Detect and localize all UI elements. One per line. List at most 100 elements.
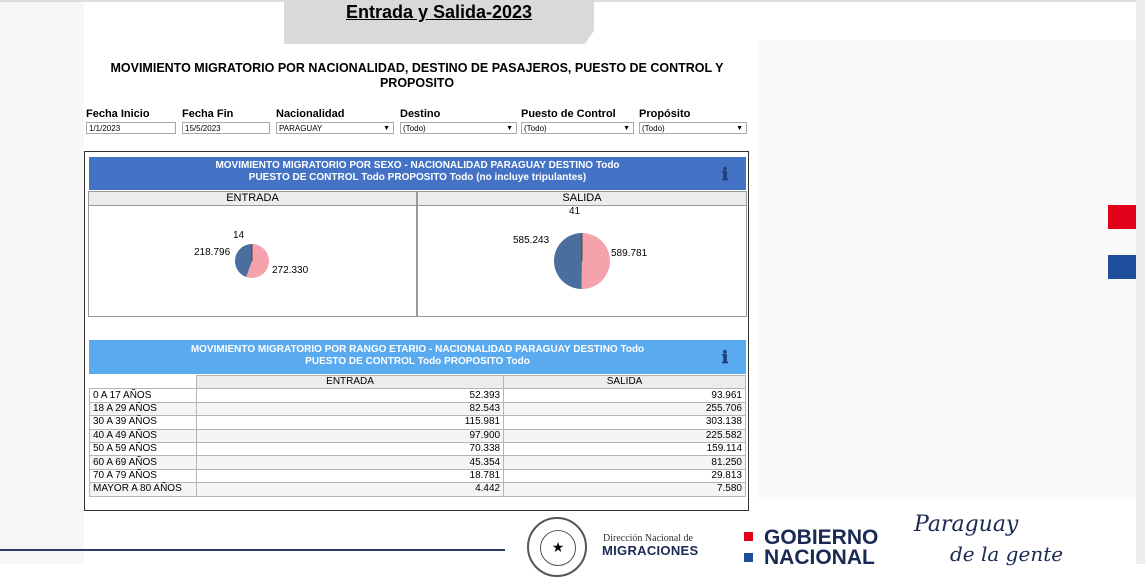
puesto-control-select[interactable]: (Todo) ▼ — [521, 122, 634, 134]
left-background — [0, 0, 84, 564]
table-row: 0 A 17 AÑOS 52.393 93.961 — [89, 388, 746, 403]
gobierno-text: GOBIERNO — [764, 526, 879, 549]
entrada-value: 70.338 — [195, 441, 505, 457]
fecha-fin-input[interactable]: 15/5/2023 — [182, 122, 270, 134]
sex-table: ENTRADA 14 218.796 272.330 SALIDA 41 585… — [88, 191, 747, 317]
dropdown-arrow-icon: ▼ — [623, 125, 630, 132]
nacional-text: NACIONAL — [764, 546, 875, 569]
dnm-small-text: Dirección Nacional de — [603, 533, 693, 544]
entrada-value: 82.543 — [195, 401, 505, 417]
filter-label: Fecha Inicio — [86, 108, 150, 120]
filter-label: Propósito — [639, 108, 691, 120]
filter-value: (Todo) — [642, 124, 665, 133]
age-range-label: 70 A 79 AÑOS — [89, 468, 197, 484]
entrada-column: ENTRADA 14 218.796 272.330 — [88, 191, 417, 317]
salida-value: 255.706 — [503, 401, 746, 417]
salida-female-value: 589.781 — [611, 248, 648, 259]
banner-title: Entrada y Salida-2023 — [345, 2, 533, 22]
entrada-pie-slice-female — [246, 244, 269, 278]
filter-label: Nacionalidad — [276, 108, 345, 120]
salida-value: 29.813 — [503, 468, 746, 484]
table-row: 30 A 39 AÑOS 115.981 303.138 — [89, 415, 746, 430]
salida-other-value: 41 — [569, 206, 581, 217]
age-range-label: 60 A 69 AÑOS — [89, 455, 197, 470]
table-row: MAYOR A 80 AÑOS 4.442 7.580 — [89, 482, 746, 497]
salida-pie-slice-male — [553, 233, 582, 289]
paraguay-logo-subtext: de la gente — [950, 542, 1064, 566]
filter-nacionalidad: Nacionalidad PARAGUAY ▼ — [276, 108, 394, 134]
title-banner: Entrada y Salida-2023 — [284, 0, 594, 44]
filter-destino: Destino (Todo) ▼ — [400, 108, 517, 134]
filter-label: Fecha Fin — [182, 108, 234, 120]
entrada-value: 97.900 — [195, 428, 505, 443]
age-range-label: 40 A 49 AÑOS — [89, 428, 197, 443]
entrada-female-value: 272.330 — [272, 265, 309, 276]
filter-value: PARAGUAY — [279, 124, 323, 133]
entrada-value: 18.781 — [195, 468, 505, 484]
age-range-label: 0 A 17 AÑOS — [89, 388, 197, 403]
dropdown-arrow-icon: ▼ — [736, 125, 743, 132]
age-table: ENTRADA SALIDA 0 A 17 AÑOS 52.393 93.961 1… — [89, 374, 746, 497]
info-icon[interactable]: ℹ — [721, 348, 729, 368]
flag-blue-block — [1108, 255, 1136, 279]
salida-column-header: SALIDA — [418, 192, 746, 206]
gobierno-red-square — [744, 532, 753, 541]
filter-value: (Todo) — [403, 124, 426, 133]
entrada-header: ENTRADA — [195, 374, 505, 390]
salida-value: 93.961 — [503, 388, 746, 403]
report-title: MOVIMIENTO MIGRATORIO POR NACIONALIDAD, … — [110, 61, 724, 90]
table-row: 70 A 79 AÑOS 18.781 29.813 — [89, 468, 746, 484]
age-header-line1: MOVIMIENTO MIGRATORIO POR RANGO ETARIO -… — [190, 344, 645, 355]
filter-fecha-fin: Fecha Fin 15/5/2023 — [182, 108, 270, 134]
salida-column: SALIDA 41 585.243 589.781 — [417, 191, 747, 317]
age-table-header-row: ENTRADA SALIDA — [89, 374, 746, 390]
filter-value: 1/1/2023 — [89, 124, 121, 133]
salida-male-value: 585.243 — [513, 235, 550, 246]
filter-label: Puesto de Control — [521, 108, 616, 120]
report-panel: MOVIMIENTO MIGRATORIO POR SEXO - NACIONA… — [84, 151, 749, 511]
entrada-value: 4.442 — [195, 482, 505, 497]
sex-header-line2: PUESTO DE CONTROL Todo PROPOSITO Todo (n… — [248, 172, 587, 183]
paraguay-logo-text: Paraguay — [914, 512, 1019, 537]
nacionalidad-select[interactable]: PARAGUAY ▼ — [276, 122, 394, 134]
dropdown-arrow-icon: ▼ — [506, 125, 513, 132]
blank-header-cell — [89, 375, 197, 389]
fecha-inicio-input[interactable]: 1/1/2023 — [86, 122, 176, 134]
sex-header-line1: MOVIMIENTO MIGRATORIO POR SEXO - NACIONA… — [215, 160, 620, 171]
right-background — [758, 40, 1136, 500]
age-section-header: MOVIMIENTO MIGRATORIO POR RANGO ETARIO -… — [89, 340, 746, 374]
entrada-value: 52.393 — [195, 388, 505, 403]
age-range-label: 30 A 39 AÑOS — [89, 415, 197, 430]
filter-value: (Todo) — [524, 124, 547, 133]
entrada-pie-slice-male — [235, 244, 252, 278]
salida-value: 159.114 — [503, 441, 746, 457]
dropdown-arrow-icon: ▼ — [383, 125, 390, 132]
entrada-column-header: ENTRADA — [89, 192, 416, 206]
proposito-select[interactable]: (Todo) ▼ — [639, 122, 747, 134]
age-header-line2: PUESTO DE CONTROL Todo PROPOSITO Todo — [305, 356, 530, 367]
entrada-value: 115.981 — [195, 415, 505, 430]
table-row: 50 A 59 AÑOS 70.338 159.114 — [89, 441, 746, 457]
entrada-pie-chart — [235, 244, 269, 278]
paraguay-seal-logo: ★ — [527, 517, 587, 577]
salida-value: 81.250 — [503, 455, 746, 470]
entrada-male-value: 218.796 — [194, 247, 231, 258]
salida-value: 7.580 — [503, 482, 746, 497]
table-row: 18 A 29 AÑOS 82.543 255.706 — [89, 401, 746, 417]
table-row: 60 A 69 AÑOS 45.354 81.250 — [89, 455, 746, 470]
filter-value: 15/5/2023 — [185, 124, 221, 133]
flag-red-block — [1108, 205, 1136, 229]
filter-proposito: Propósito (Todo) ▼ — [639, 108, 747, 134]
age-range-label: 50 A 59 AÑOS — [89, 441, 197, 457]
dnm-big-text: MIGRACIONES — [602, 543, 699, 558]
salida-pie-chart — [553, 233, 610, 289]
entrada-value: 45.354 — [195, 455, 505, 470]
info-icon[interactable]: ℹ — [721, 165, 729, 185]
salida-value: 225.582 — [503, 428, 746, 443]
salida-value: 303.138 — [503, 415, 746, 430]
salida-header: SALIDA — [503, 374, 746, 390]
gobierno-blue-square — [744, 553, 753, 562]
salida-pie-slice-female — [581, 233, 610, 289]
age-range-label: 18 A 29 AÑOS — [89, 401, 197, 417]
destino-select[interactable]: (Todo) ▼ — [400, 122, 517, 134]
